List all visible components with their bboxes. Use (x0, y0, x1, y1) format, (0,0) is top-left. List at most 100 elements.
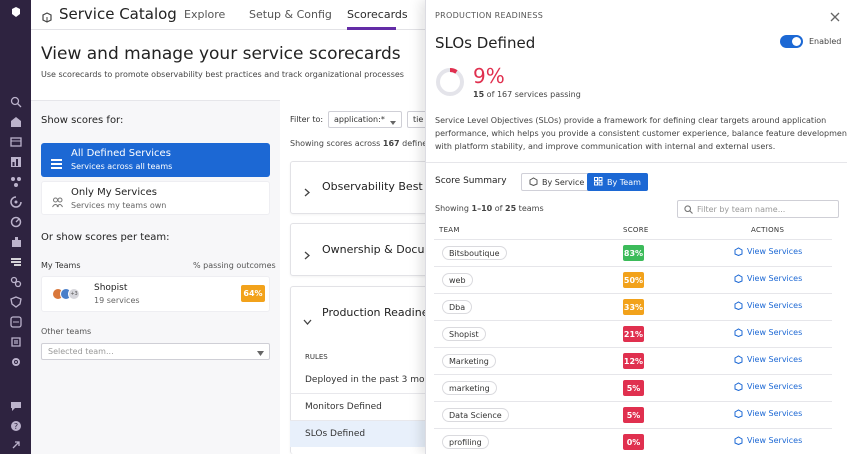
service-icon (734, 382, 743, 391)
score-badge: 83% (623, 245, 644, 261)
showing-range: 1–10 (471, 204, 493, 213)
active-tab-indicator (347, 27, 396, 30)
pass-rate-arc (436, 68, 464, 96)
by-team-button[interactable]: By Team (587, 173, 648, 191)
tab-explore[interactable]: Explore (184, 8, 226, 21)
accordion-ownership[interactable]: Ownership & Docum (290, 223, 435, 276)
monitors-icon[interactable] (9, 195, 22, 208)
metrics-icon[interactable] (9, 216, 22, 227)
showing-suffix: teams (516, 204, 544, 213)
top-bar: Service Catalog Explore Setup & Config S… (31, 0, 425, 30)
team-name-pill[interactable]: Bitsboutique (442, 246, 507, 260)
service-icon (734, 409, 743, 418)
pass-rate-donut (436, 68, 464, 96)
view-services-link[interactable]: View Services (734, 436, 802, 445)
ux-monitoring-icon[interactable] (9, 315, 22, 328)
drawer-title: SLOs Defined (435, 34, 536, 52)
logs-icon[interactable] (9, 276, 22, 287)
table-row: Shopist 21% View Services (434, 320, 832, 347)
integrations-icon[interactable] (9, 236, 22, 247)
service-icon (734, 436, 743, 445)
service-icon (734, 355, 743, 364)
view-services-link[interactable]: View Services (734, 382, 802, 391)
expand-nav-icon[interactable] (9, 439, 22, 450)
rule-row[interactable]: Deployed in the past 3 mont (305, 375, 434, 385)
view-services-link[interactable]: View Services (734, 409, 802, 418)
team-select[interactable]: Selected team... (41, 343, 270, 360)
score-badge: 21% (623, 326, 644, 342)
summary-suffix: defined (402, 139, 426, 148)
chevron-down-icon (303, 310, 312, 329)
service-icon (734, 274, 743, 283)
view-services-link[interactable]: View Services (734, 301, 802, 310)
team-icon (594, 176, 603, 188)
column-header-score: SCORE (623, 226, 649, 234)
score-summary-label: Score Summary (435, 176, 507, 186)
other-teams-label: Other teams (41, 327, 92, 336)
list-icon (51, 154, 62, 173)
events-icon[interactable] (9, 136, 22, 147)
team-name-pill[interactable]: marketing (442, 381, 497, 395)
infrastructure-icon[interactable] (9, 176, 22, 187)
app-title: Service Catalog (59, 5, 177, 23)
rule-row-selected[interactable]: SLOs Defined (290, 420, 426, 447)
team-name-pill[interactable]: Marketing (442, 354, 496, 368)
summary-count: 167 (382, 139, 400, 148)
only-my-services-option[interactable]: Only My Services Services my teams own (41, 181, 270, 215)
rule-row[interactable]: Monitors Defined (290, 393, 426, 420)
view-services-link[interactable]: View Services (734, 328, 802, 337)
option-subtitle: Services across all teams (71, 162, 173, 171)
by-team-label: By Team (607, 177, 641, 187)
datadog-logo-icon[interactable] (9, 6, 22, 17)
apm-icon[interactable] (9, 256, 22, 267)
all-defined-services-option[interactable]: All Defined Services Services across all… (41, 143, 270, 177)
ci-icon[interactable] (9, 336, 22, 347)
rules-header: RULES (305, 353, 328, 361)
filter-chip-tier[interactable]: tie (407, 111, 427, 128)
tab-scorecards[interactable]: Scorecards (347, 8, 408, 21)
help-icon[interactable]: ? (9, 420, 22, 431)
team-card-shopist[interactable]: +3 Shopist 19 services (41, 276, 270, 312)
svg-text:?: ? (13, 422, 17, 431)
table-row: Dba 33% View Services (434, 293, 832, 320)
team-name-pill[interactable]: web (442, 273, 473, 287)
description-line: Service Level Objectives (SLOs) provide … (435, 116, 827, 125)
team-search-input[interactable]: Filter by team name... (677, 200, 839, 218)
team-name-pill[interactable]: Dba (442, 300, 473, 314)
security-icon[interactable] (9, 295, 22, 308)
passing-suffix: of 167 services passing (484, 90, 581, 99)
toggle-label: Enabled (809, 37, 842, 46)
column-header-actions: ACTIONS (751, 226, 785, 234)
team-name-pill[interactable]: profiling (442, 435, 489, 449)
table-row: web 50% View Services (434, 266, 832, 293)
dashboards-icon[interactable] (9, 156, 22, 167)
search-icon[interactable] (9, 96, 22, 107)
tab-setup-config[interactable]: Setup & Config (249, 8, 332, 21)
settings-gear-icon[interactable] (9, 356, 22, 367)
view-services-label: View Services (747, 382, 803, 391)
service-icon (734, 301, 743, 310)
enabled-toggle[interactable] (780, 35, 803, 48)
chevron-down-icon (257, 349, 264, 358)
view-services-link[interactable]: View Services (734, 247, 802, 256)
chevron-right-icon (304, 182, 310, 201)
view-services-label: View Services (747, 409, 803, 418)
team-name-pill[interactable]: Data Science (442, 408, 509, 422)
filter-chip-text: application:* (334, 115, 385, 124)
search-placeholder: Filter by team name... (697, 205, 786, 214)
view-services-link[interactable]: View Services (734, 355, 802, 364)
filter-chip-application[interactable]: application:* (328, 111, 402, 128)
close-icon[interactable] (830, 7, 840, 26)
chat-icon[interactable] (9, 400, 22, 411)
divider (426, 162, 847, 163)
accordion-observability[interactable]: Observability Best P (290, 161, 433, 214)
team-name-pill[interactable]: Shopist (442, 327, 486, 341)
passing-count-text: 15 of 167 services passing (473, 90, 581, 99)
filter-chip-text: tie (413, 115, 424, 124)
watchdog-icon[interactable] (9, 116, 22, 127)
view-services-link[interactable]: View Services (734, 274, 802, 283)
by-service-button[interactable]: By Service (521, 173, 593, 191)
score-badge: 12% (623, 353, 644, 369)
description-line: with platform stability, and improve com… (435, 142, 776, 151)
description-line: performance, which helps you provide a c… (435, 129, 847, 138)
